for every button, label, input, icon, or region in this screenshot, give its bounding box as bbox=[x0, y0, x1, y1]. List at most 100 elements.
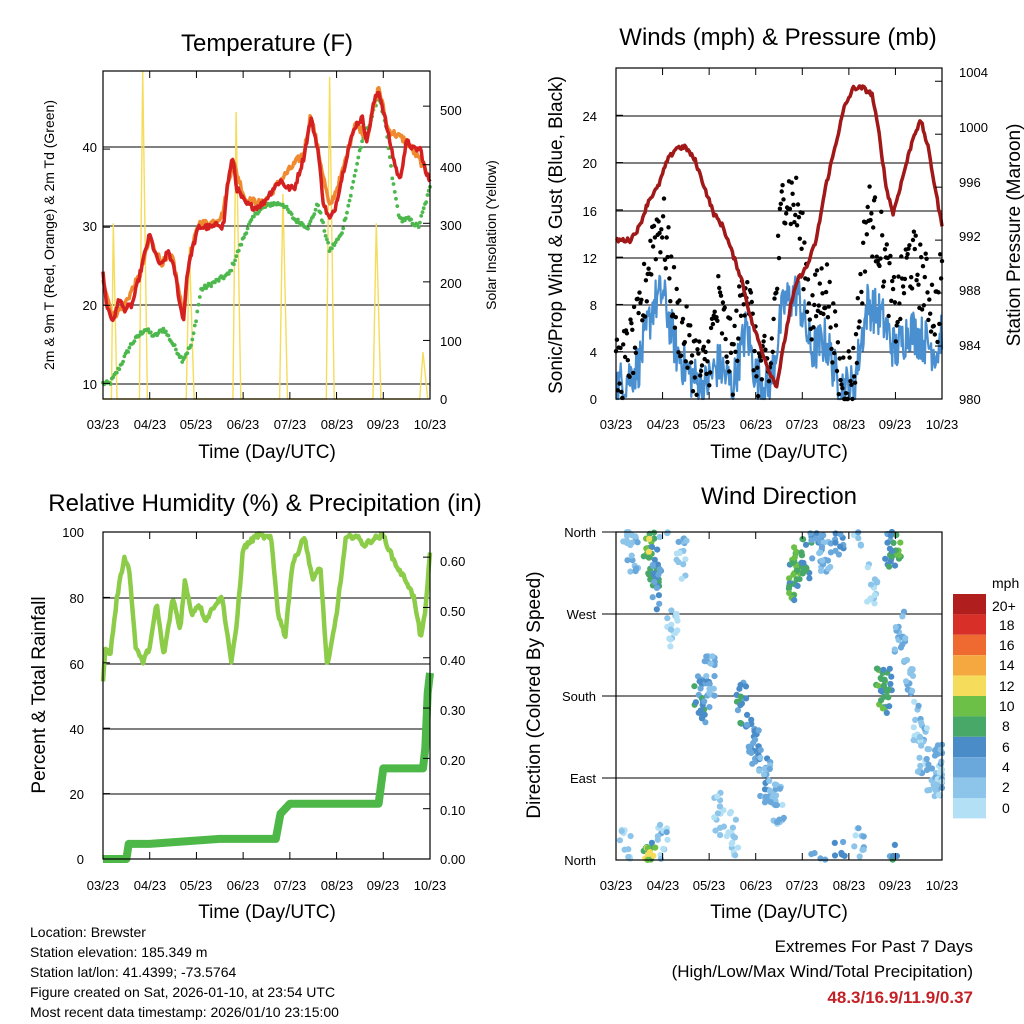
wind-direction-point bbox=[820, 532, 827, 539]
wind-gust-point bbox=[893, 339, 898, 344]
wind-direction-point bbox=[798, 552, 806, 559]
wind-direction-point bbox=[786, 575, 793, 582]
wind-direction-point bbox=[680, 561, 687, 568]
wind-gust-point bbox=[851, 345, 856, 351]
wind-gust-point bbox=[724, 354, 729, 359]
wind-direction-point bbox=[806, 575, 813, 582]
wind-gust-point bbox=[936, 290, 941, 295]
wind-gust-point bbox=[937, 321, 942, 327]
dewpoint-point bbox=[190, 337, 195, 342]
dewpoint-point bbox=[196, 302, 201, 307]
wind-direction-point bbox=[883, 709, 890, 717]
wind-gust-point bbox=[792, 220, 797, 225]
dewpoint-point bbox=[318, 210, 323, 215]
wind-left-tick: 16 bbox=[583, 204, 597, 219]
wind-gust-point bbox=[703, 349, 708, 355]
wind-direction-point bbox=[899, 613, 906, 620]
rh-right-tick: 0.20 bbox=[440, 753, 465, 768]
wind-gust-point bbox=[931, 323, 936, 329]
wind-gust-point bbox=[823, 289, 829, 295]
wind-gust-point bbox=[895, 319, 900, 325]
wind-direction-point bbox=[744, 711, 751, 719]
wind-gust-point bbox=[714, 315, 719, 320]
rh-left-tick: 20 bbox=[70, 787, 84, 802]
rh-left-tick: 100 bbox=[62, 525, 84, 540]
wind-direction-point bbox=[656, 566, 663, 573]
wind-direction-point bbox=[886, 665, 893, 672]
dewpoint-point bbox=[132, 339, 137, 343]
dewpoint-point bbox=[348, 193, 353, 198]
colorbar-label: 20+ bbox=[992, 598, 1016, 614]
wind-direction-point bbox=[837, 531, 844, 538]
dewpoint-point bbox=[416, 225, 421, 230]
x-tick-label: 05/23 bbox=[693, 878, 726, 893]
wind-direction-point bbox=[840, 838, 847, 846]
wind-direction-point bbox=[706, 689, 713, 697]
wind-gust-point bbox=[807, 317, 812, 322]
colorbar-swatch bbox=[953, 736, 986, 758]
wind-gust-point bbox=[926, 317, 931, 323]
wind-gust-point bbox=[857, 319, 862, 324]
wind-gust-point bbox=[664, 235, 669, 240]
wind-gust-point bbox=[832, 350, 837, 356]
wind-gust-point bbox=[898, 316, 903, 322]
wind-direction-point bbox=[909, 672, 917, 680]
wind-gust-point bbox=[624, 331, 630, 336]
dewpoint-point bbox=[325, 237, 329, 242]
wind-gust-point bbox=[685, 365, 690, 370]
wind-direction-point bbox=[761, 765, 768, 772]
wind-gust-point bbox=[780, 183, 785, 188]
rh-left-tick: 0 bbox=[77, 852, 84, 867]
temperature-title: Temperature (F) bbox=[181, 30, 353, 57]
wind-x-axis-label: Time (Day/UTC) bbox=[710, 442, 848, 463]
wind-gust-point bbox=[847, 355, 852, 360]
speed-colorbar: mph 20+ 18 16 14 12 10 8 6 4 2 0 bbox=[953, 575, 1019, 819]
wind-gust-point bbox=[836, 392, 841, 397]
wind-direction-point bbox=[884, 539, 891, 546]
wind-gust-point bbox=[796, 215, 802, 220]
wind-gust-point bbox=[727, 369, 732, 374]
wind-gust-point bbox=[766, 379, 772, 384]
wind-direction-point bbox=[914, 768, 922, 775]
wind-direction-point bbox=[621, 846, 628, 853]
wind-gust-point bbox=[783, 221, 788, 226]
wind-direction-point bbox=[645, 548, 653, 555]
wind-gust-point bbox=[794, 175, 799, 180]
wind-direction-point bbox=[691, 683, 698, 690]
wind-direction-point bbox=[645, 570, 652, 577]
wind-direction-point bbox=[819, 557, 826, 564]
wind-gust-point bbox=[618, 345, 623, 351]
wind-direction-point bbox=[654, 561, 662, 568]
wind-direction-point bbox=[880, 666, 887, 673]
wind-gust-point bbox=[680, 316, 686, 322]
wind-direction-point bbox=[935, 791, 942, 799]
wind-direction-point bbox=[786, 583, 793, 590]
wind-gust-point bbox=[772, 296, 777, 301]
wind-gust-point bbox=[864, 232, 869, 237]
wind-gust-point bbox=[670, 312, 676, 317]
wind-direction-point bbox=[867, 595, 874, 602]
dewpoint-point bbox=[231, 262, 236, 267]
dewpoint-point bbox=[192, 323, 197, 328]
wind-direction-point bbox=[755, 727, 762, 734]
wind-direction-point bbox=[910, 724, 917, 731]
wind-direction-point bbox=[908, 666, 915, 673]
wind-direction-point bbox=[628, 552, 635, 559]
wind-gust-point bbox=[901, 291, 907, 296]
wind-direction-point bbox=[748, 716, 755, 723]
wind-gust-point bbox=[832, 309, 838, 314]
wind-direction-point bbox=[811, 850, 818, 857]
wind-direction-point bbox=[885, 686, 892, 693]
wind-direction-point bbox=[799, 536, 806, 543]
wind-gust-point bbox=[682, 340, 687, 345]
wind-direction-point bbox=[897, 539, 904, 546]
wind-direction-point bbox=[701, 698, 708, 705]
dewpoint-point bbox=[357, 148, 362, 153]
wind-gust-point bbox=[637, 290, 642, 295]
wind-gust-point bbox=[657, 230, 662, 236]
wind-gust-point bbox=[754, 374, 759, 379]
wind-gust-point bbox=[727, 316, 733, 321]
wind-gust-point bbox=[820, 291, 825, 296]
wind-gust-point bbox=[833, 323, 839, 328]
wind-direction-point bbox=[743, 721, 751, 728]
